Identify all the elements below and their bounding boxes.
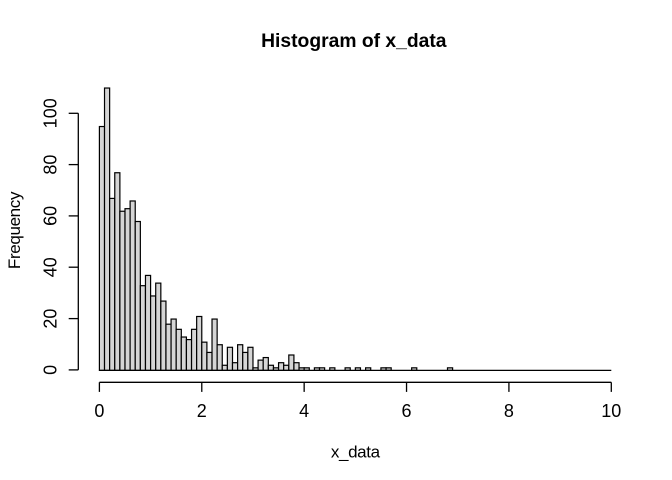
svg-text:60: 60	[40, 206, 60, 226]
svg-text:Histogram of x_data: Histogram of x_data	[261, 31, 447, 52]
svg-text:0: 0	[94, 401, 104, 421]
svg-text:8: 8	[504, 401, 514, 421]
svg-text:4: 4	[299, 401, 309, 421]
svg-text:Frequency: Frequency	[5, 191, 24, 269]
svg-text:2: 2	[197, 401, 207, 421]
svg-text:x_data: x_data	[331, 443, 381, 462]
svg-text:6: 6	[402, 401, 412, 421]
svg-text:10: 10	[601, 401, 621, 421]
svg-text:0: 0	[40, 365, 60, 375]
svg-text:80: 80	[40, 155, 60, 175]
svg-text:100: 100	[40, 98, 60, 128]
svg-text:20: 20	[40, 309, 60, 329]
svg-text:40: 40	[40, 257, 60, 277]
